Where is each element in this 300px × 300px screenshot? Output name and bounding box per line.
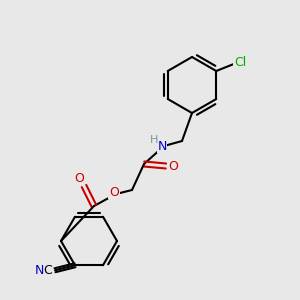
Text: N: N bbox=[157, 140, 167, 152]
Text: O: O bbox=[168, 160, 178, 172]
Text: O: O bbox=[109, 185, 119, 199]
Text: Cl: Cl bbox=[234, 56, 246, 70]
Text: C: C bbox=[44, 264, 52, 277]
Text: H: H bbox=[150, 135, 158, 145]
Text: O: O bbox=[74, 172, 84, 185]
Text: N: N bbox=[34, 264, 44, 277]
